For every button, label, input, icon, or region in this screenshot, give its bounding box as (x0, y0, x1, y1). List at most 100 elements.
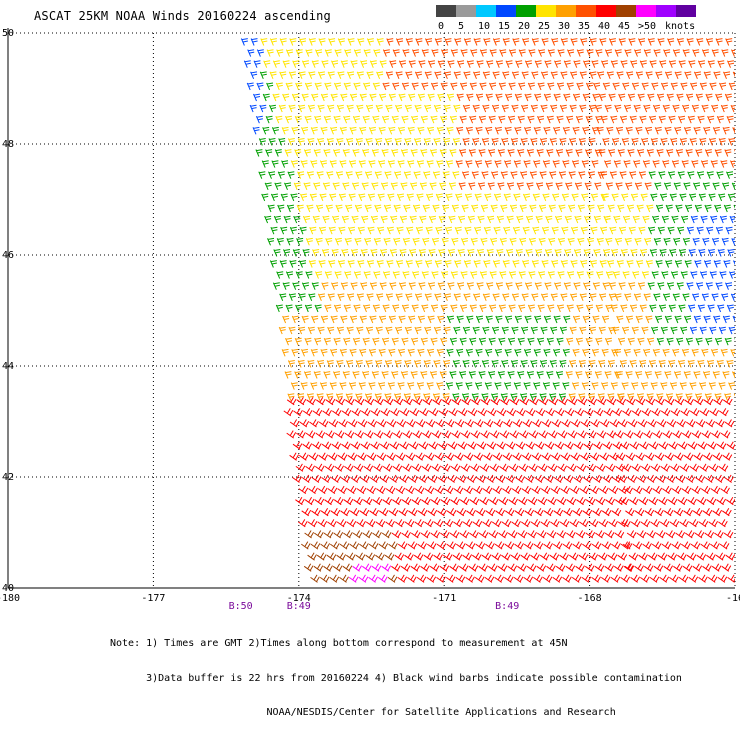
wind-barb (610, 172, 617, 179)
wind-barb (318, 519, 327, 527)
wind-barb (623, 272, 630, 279)
wind-barb (438, 94, 445, 101)
wind-barb (722, 294, 729, 301)
wind-barb (305, 116, 312, 123)
wind-barb (577, 272, 584, 279)
wind-barb (363, 116, 370, 123)
wind-barb (687, 94, 694, 101)
wind-barb (700, 464, 709, 472)
wind-barb (422, 272, 429, 279)
wind-barb (348, 72, 355, 79)
wind-barb (441, 497, 450, 505)
wind-barb (683, 294, 690, 301)
wind-barb (706, 553, 715, 561)
wind-barb (575, 408, 584, 416)
wind-barb (340, 383, 347, 390)
wind-barb (708, 575, 717, 583)
wind-barb (547, 338, 554, 345)
wind-barb (701, 161, 708, 168)
wind-barb (610, 453, 619, 461)
wind-barb (256, 116, 263, 123)
wind-barb (295, 372, 302, 379)
wind-barb (595, 372, 602, 379)
wind-barb (434, 519, 443, 527)
wind-barb (715, 420, 724, 428)
wind-barb (540, 172, 547, 179)
wind-barb (257, 83, 264, 90)
wind-barb (665, 72, 672, 79)
wind-barb (277, 50, 284, 57)
wind-barb (633, 486, 642, 494)
wind-barb (448, 442, 457, 450)
wind-barb (655, 453, 664, 461)
wind-barb (544, 349, 551, 356)
wind-barb (654, 50, 661, 57)
wind-barb (325, 464, 334, 472)
wind-barb (647, 531, 656, 539)
wind-barb (403, 464, 412, 472)
wind-barb (339, 194, 346, 201)
wind-barb (619, 486, 628, 494)
wind-barb (456, 575, 465, 583)
wind-barb (318, 294, 325, 301)
wind-barb (338, 486, 347, 494)
wind-barb (609, 486, 618, 494)
wind-barb (476, 161, 483, 168)
wind-barb (523, 420, 532, 428)
wind-barb (538, 83, 545, 90)
wind-barb (344, 497, 353, 505)
wind-barb (514, 575, 523, 583)
wind-barb (571, 72, 578, 79)
wind-barb (273, 61, 280, 68)
wind-barb (289, 72, 296, 79)
wind-barb (402, 531, 411, 539)
wind-barb (314, 372, 321, 379)
x-tick-label: -16 (726, 593, 740, 604)
wind-barb (426, 261, 433, 268)
wind-barb (679, 575, 688, 583)
orbit-label: B:49 (287, 601, 311, 612)
wind-barb (402, 497, 411, 505)
wind-barb (718, 519, 727, 527)
wind-barb (656, 72, 663, 79)
wind-barb (289, 294, 296, 301)
wind-barb (361, 442, 370, 450)
wind-barb (703, 453, 712, 461)
wind-barb (340, 127, 347, 134)
wind-barb (396, 72, 403, 79)
wind-barb (432, 50, 439, 57)
wind-barb (270, 39, 277, 46)
wind-barb (430, 564, 439, 572)
wind-barb (290, 420, 299, 428)
wind-barb (710, 327, 717, 334)
wind-barb (708, 116, 715, 123)
wind-barb (411, 372, 418, 379)
wind-barb (714, 261, 721, 268)
wind-barb (355, 431, 364, 439)
wind-barb (732, 183, 739, 190)
wind-barb (545, 283, 552, 290)
wind-barb (280, 294, 287, 301)
wind-barb (361, 283, 368, 290)
wind-barb (344, 116, 351, 123)
wind-barb (364, 464, 373, 472)
wind-barb (327, 519, 336, 527)
wind-barb (452, 205, 459, 212)
wind-barb (428, 475, 437, 483)
wind-barb (364, 50, 371, 57)
wind-barb (610, 227, 617, 234)
wind-barb (592, 542, 601, 550)
wind-barb (554, 475, 563, 483)
wind-barb (339, 420, 348, 428)
wind-barb (691, 272, 698, 279)
wind-barb (593, 475, 602, 483)
wind-barb (496, 61, 503, 68)
wind-barb (392, 116, 399, 123)
wind-barb (559, 205, 566, 212)
wind-barb (589, 519, 598, 527)
legend-swatch (516, 5, 536, 17)
wind-barb (311, 349, 318, 356)
wind-barb (350, 349, 357, 356)
wind-barb (613, 327, 620, 334)
wind-barb (431, 305, 438, 312)
